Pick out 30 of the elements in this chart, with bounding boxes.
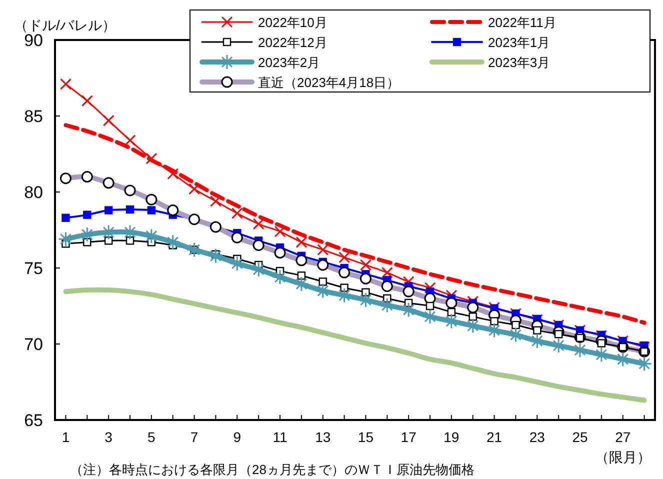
y-tick-label: 65 (24, 411, 43, 430)
legend-label: 2022年11月 (488, 15, 556, 30)
y-axis-title: （ドル/バレル） (14, 17, 116, 33)
x-tick-label: 13 (315, 429, 331, 445)
x-tick-label: 9 (233, 429, 242, 445)
x-tick-label: 15 (358, 429, 374, 445)
x-tick-label: 19 (444, 429, 460, 445)
x-tick-label: 27 (615, 429, 631, 445)
legend-label: 2023年1月 (488, 35, 550, 50)
x-axis-title: （限月） (594, 449, 651, 465)
x-tick-label: 25 (572, 429, 588, 445)
x-tick-label: 11 (272, 429, 288, 445)
y-tick-label: 80 (24, 183, 43, 202)
x-tick-label: 21 (486, 429, 502, 445)
x-tick-label: 7 (190, 429, 198, 445)
x-tick-label: 1 (62, 429, 70, 445)
y-tick-label: 75 (24, 259, 43, 278)
x-tick-label: 3 (104, 429, 113, 445)
legend-label: 2022年10月 (258, 15, 328, 30)
legend-label: 2023年2月 (258, 55, 320, 70)
text: （注）各時点における各限月（28ヵ月先まで）のＷＴＩ原油先物価格 (70, 462, 474, 477)
legend-label: 2022年12月 (258, 35, 328, 50)
legend-label: 直近（2023年4月18日） (258, 75, 400, 90)
y-tick-label: 90 (24, 31, 43, 50)
x-tick-label: 17 (400, 429, 417, 445)
x-tick-label: 23 (529, 429, 546, 445)
legend-label: 2023年3月 (488, 55, 550, 70)
y-tick-label: 85 (24, 107, 43, 126)
y-tick-label: 70 (24, 335, 43, 354)
x-tick-label: 5 (148, 429, 156, 445)
